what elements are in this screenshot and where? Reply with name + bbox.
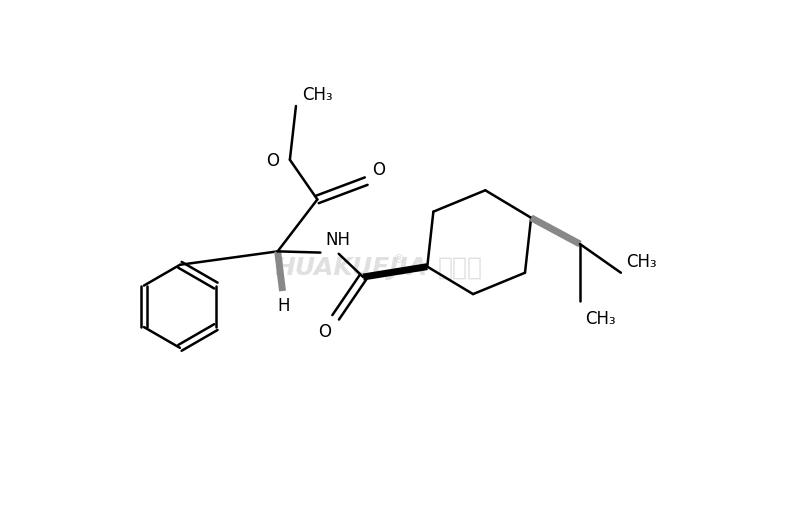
Text: O: O <box>318 323 331 341</box>
Text: 化学加: 化学加 <box>438 255 482 279</box>
Text: O: O <box>372 161 386 179</box>
Text: O: O <box>266 152 279 169</box>
Text: H: H <box>277 296 290 315</box>
Text: HUAKUEJIA: HUAKUEJIA <box>275 255 428 279</box>
Text: NH: NH <box>326 231 350 249</box>
Text: CH₃: CH₃ <box>584 309 615 327</box>
Text: ®: ® <box>392 252 405 265</box>
Text: CH₃: CH₃ <box>302 86 333 104</box>
Text: CH₃: CH₃ <box>626 252 657 270</box>
